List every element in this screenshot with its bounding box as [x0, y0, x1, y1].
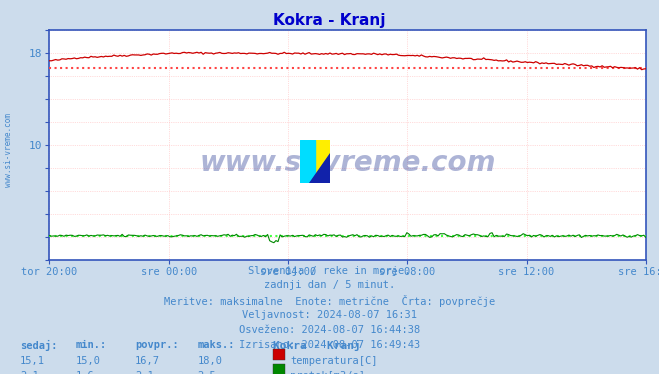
Text: Kokra - Kranj: Kokra - Kranj	[273, 340, 361, 350]
Text: Kokra - Kranj: Kokra - Kranj	[273, 13, 386, 28]
Text: 1,6: 1,6	[76, 371, 94, 374]
Text: Veljavnost: 2024-08-07 16:31: Veljavnost: 2024-08-07 16:31	[242, 310, 417, 321]
Text: 2,1: 2,1	[135, 371, 154, 374]
Polygon shape	[309, 153, 330, 183]
Text: www.si-vreme.com: www.si-vreme.com	[4, 113, 13, 187]
Text: zadnji dan / 5 minut.: zadnji dan / 5 minut.	[264, 280, 395, 291]
Polygon shape	[315, 140, 330, 183]
Text: 15,1: 15,1	[20, 356, 45, 366]
Text: Izrisano: 2024-08-07 16:49:43: Izrisano: 2024-08-07 16:49:43	[239, 340, 420, 350]
Text: 15,0: 15,0	[76, 356, 101, 366]
Polygon shape	[300, 140, 315, 183]
Text: sedaj:: sedaj:	[20, 340, 57, 350]
Text: min.:: min.:	[76, 340, 107, 350]
Text: 18,0: 18,0	[198, 356, 223, 366]
Text: 2,1: 2,1	[20, 371, 38, 374]
Text: 2,5: 2,5	[198, 371, 216, 374]
Text: Slovenija / reke in morje.: Slovenija / reke in morje.	[248, 266, 411, 276]
Text: Osveženo: 2024-08-07 16:44:38: Osveženo: 2024-08-07 16:44:38	[239, 325, 420, 335]
Text: temperatura[C]: temperatura[C]	[290, 356, 378, 366]
Text: 16,7: 16,7	[135, 356, 160, 366]
Text: Meritve: maksimalne  Enote: metrične  Črta: povprečje: Meritve: maksimalne Enote: metrične Črta…	[164, 295, 495, 307]
Text: www.si-vreme.com: www.si-vreme.com	[200, 149, 496, 177]
Text: povpr.:: povpr.:	[135, 340, 179, 350]
Text: maks.:: maks.:	[198, 340, 235, 350]
Text: pretok[m3/s]: pretok[m3/s]	[290, 371, 365, 374]
